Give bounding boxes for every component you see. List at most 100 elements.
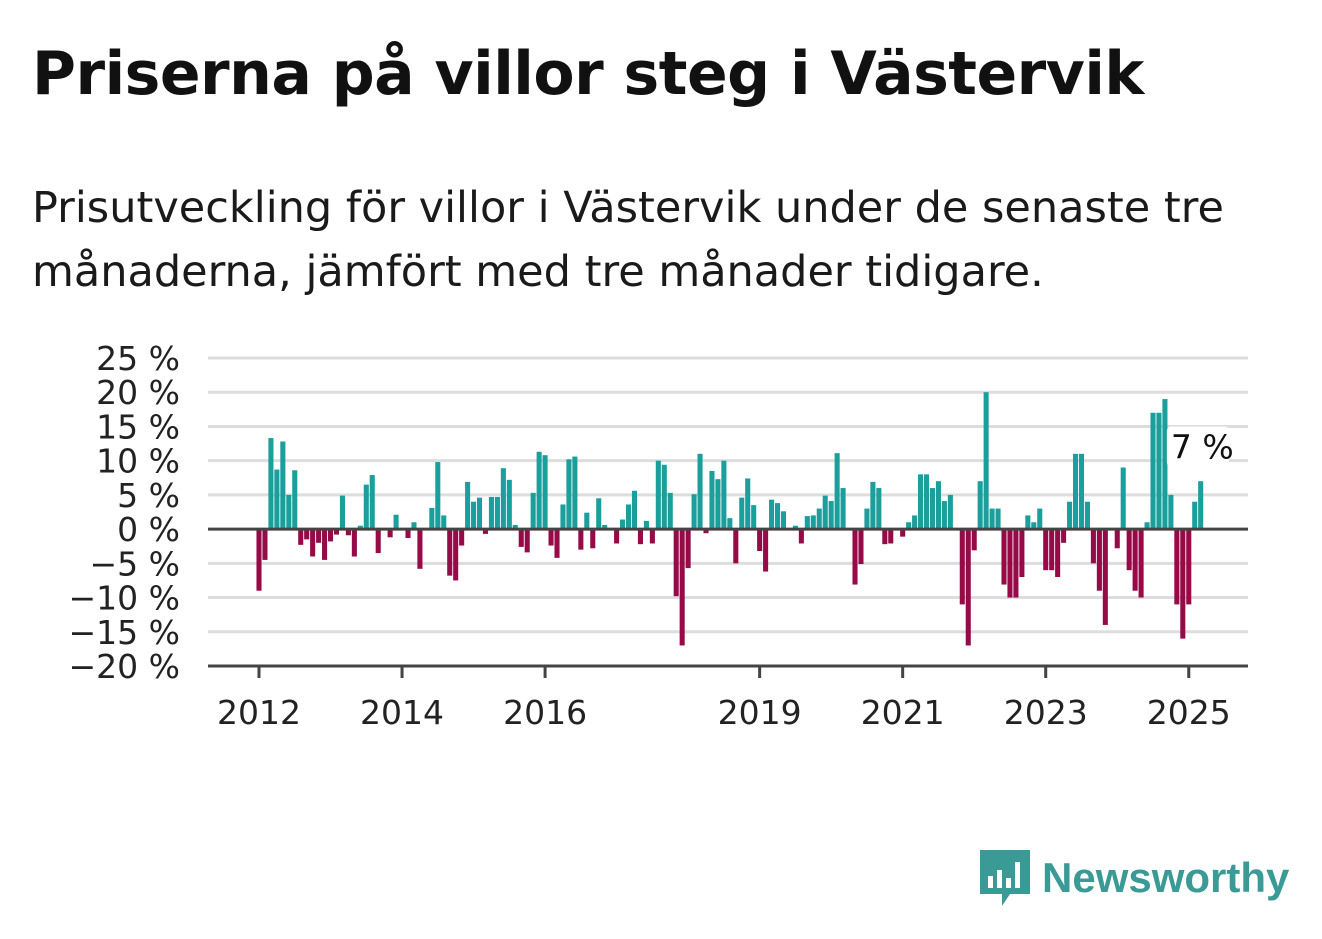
bar bbox=[345, 529, 351, 536]
bar bbox=[631, 490, 638, 530]
bar bbox=[691, 494, 697, 530]
bar bbox=[590, 529, 596, 549]
bar bbox=[1072, 453, 1079, 530]
bar bbox=[900, 529, 906, 537]
bar bbox=[959, 529, 965, 605]
bar bbox=[703, 529, 709, 534]
x-tick-label: 2014 bbox=[360, 693, 444, 732]
bar bbox=[983, 392, 989, 530]
bar bbox=[578, 529, 584, 550]
bar bbox=[745, 478, 751, 530]
bar bbox=[810, 515, 816, 530]
bar bbox=[387, 529, 393, 538]
bar bbox=[262, 529, 268, 560]
brand-name: Newsworthy bbox=[1042, 854, 1290, 901]
bar bbox=[1138, 529, 1144, 598]
bar bbox=[429, 507, 435, 530]
bar bbox=[1132, 529, 1138, 591]
bar bbox=[757, 529, 763, 552]
bar bbox=[316, 529, 322, 543]
bar bbox=[304, 529, 310, 540]
bar bbox=[995, 508, 1001, 530]
y-tick-label: −15 % bbox=[69, 613, 181, 652]
x-tick-label: 2019 bbox=[718, 693, 802, 732]
bar bbox=[459, 529, 465, 546]
bar bbox=[804, 516, 810, 530]
bar bbox=[614, 529, 620, 544]
bar bbox=[840, 488, 846, 530]
bar bbox=[1067, 501, 1073, 530]
bar bbox=[661, 464, 667, 530]
newsworthy-logo-icon bbox=[980, 850, 1030, 906]
bar bbox=[1186, 529, 1192, 605]
bar bbox=[989, 508, 995, 530]
bar bbox=[369, 475, 375, 530]
bar bbox=[625, 504, 632, 530]
bar bbox=[351, 529, 357, 557]
bar bbox=[1150, 412, 1156, 530]
last-value-label: 7 % bbox=[1171, 428, 1234, 467]
bar bbox=[435, 462, 441, 530]
bar bbox=[1192, 501, 1198, 530]
bar bbox=[643, 520, 649, 530]
bar bbox=[667, 492, 673, 530]
bar bbox=[542, 455, 548, 530]
bar bbox=[1174, 529, 1180, 605]
bar bbox=[327, 529, 334, 542]
bar bbox=[453, 529, 459, 581]
bar bbox=[727, 518, 733, 530]
bar bbox=[1126, 529, 1132, 571]
bar bbox=[947, 494, 953, 530]
bar bbox=[357, 525, 363, 530]
bar bbox=[637, 529, 643, 545]
bar bbox=[1168, 494, 1174, 530]
bar bbox=[751, 505, 757, 530]
bar bbox=[518, 529, 524, 547]
bar bbox=[1078, 453, 1085, 530]
bar bbox=[828, 501, 834, 530]
bar bbox=[673, 529, 679, 597]
bar bbox=[822, 495, 828, 530]
bar bbox=[733, 529, 739, 564]
bar bbox=[524, 529, 530, 553]
bar bbox=[280, 441, 286, 530]
bar bbox=[1096, 529, 1102, 591]
bar bbox=[500, 468, 506, 530]
bar bbox=[1001, 529, 1007, 585]
bar bbox=[1102, 529, 1108, 625]
chart-gridlines bbox=[208, 356, 1248, 634]
bar bbox=[292, 470, 298, 530]
bar bbox=[816, 508, 822, 530]
bar bbox=[310, 529, 316, 557]
bar bbox=[620, 519, 626, 530]
bar bbox=[1156, 412, 1162, 530]
bar bbox=[780, 511, 787, 530]
bar bbox=[1180, 529, 1186, 639]
bar bbox=[584, 512, 590, 530]
bar bbox=[792, 525, 798, 530]
bar bbox=[870, 481, 876, 530]
bar bbox=[977, 481, 983, 530]
annotation-bg bbox=[1166, 426, 1229, 467]
bar bbox=[739, 497, 745, 530]
bar bbox=[763, 529, 769, 572]
bar bbox=[1007, 529, 1013, 598]
bar bbox=[1162, 399, 1168, 530]
bar bbox=[923, 474, 930, 530]
bar bbox=[1049, 529, 1055, 571]
y-tick-label: −10 % bbox=[69, 579, 181, 618]
bar bbox=[572, 456, 578, 530]
bar bbox=[1198, 481, 1204, 530]
bar bbox=[906, 522, 912, 530]
bar bbox=[1090, 529, 1096, 564]
bar bbox=[1144, 522, 1150, 530]
y-tick-label: 20 % bbox=[96, 373, 180, 412]
bar bbox=[912, 515, 918, 530]
bar bbox=[935, 481, 941, 530]
bar bbox=[655, 460, 661, 530]
bar bbox=[298, 529, 304, 545]
bar bbox=[465, 481, 471, 530]
page-subtitle: Prisutveckling för villor i Västervik un… bbox=[32, 183, 1224, 297]
bar bbox=[1019, 529, 1025, 578]
y-tick-label: 10 % bbox=[96, 442, 180, 481]
